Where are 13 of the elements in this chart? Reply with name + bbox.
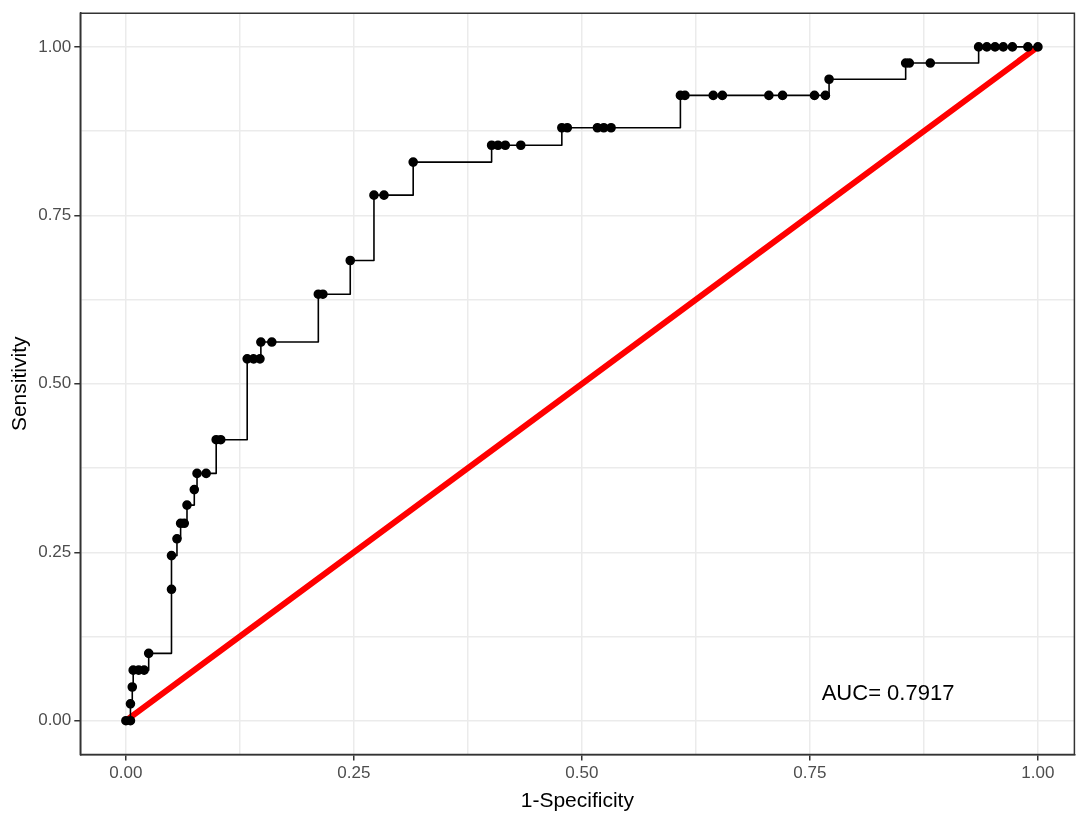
y-tick-label: 1.00 [38,36,72,56]
y-tick-label: 0.25 [38,541,72,561]
y-tick-label: 0.50 [38,373,72,393]
x-tick-label: 0.75 [793,763,827,783]
x-axis-title: 1-Specificity [520,788,635,812]
x-tick-label: 1.00 [1021,763,1055,783]
x-tick-label: 0.25 [337,763,371,783]
annotation: AUC= 0.7917 [821,680,955,706]
y-axis-title: Sensitivity [7,336,31,432]
x-tick-label: 0.00 [109,763,143,783]
x-tick-label: 0.50 [565,763,599,783]
y-tick-label: 0.00 [38,710,72,730]
y-tick-label: 0.75 [38,205,72,225]
